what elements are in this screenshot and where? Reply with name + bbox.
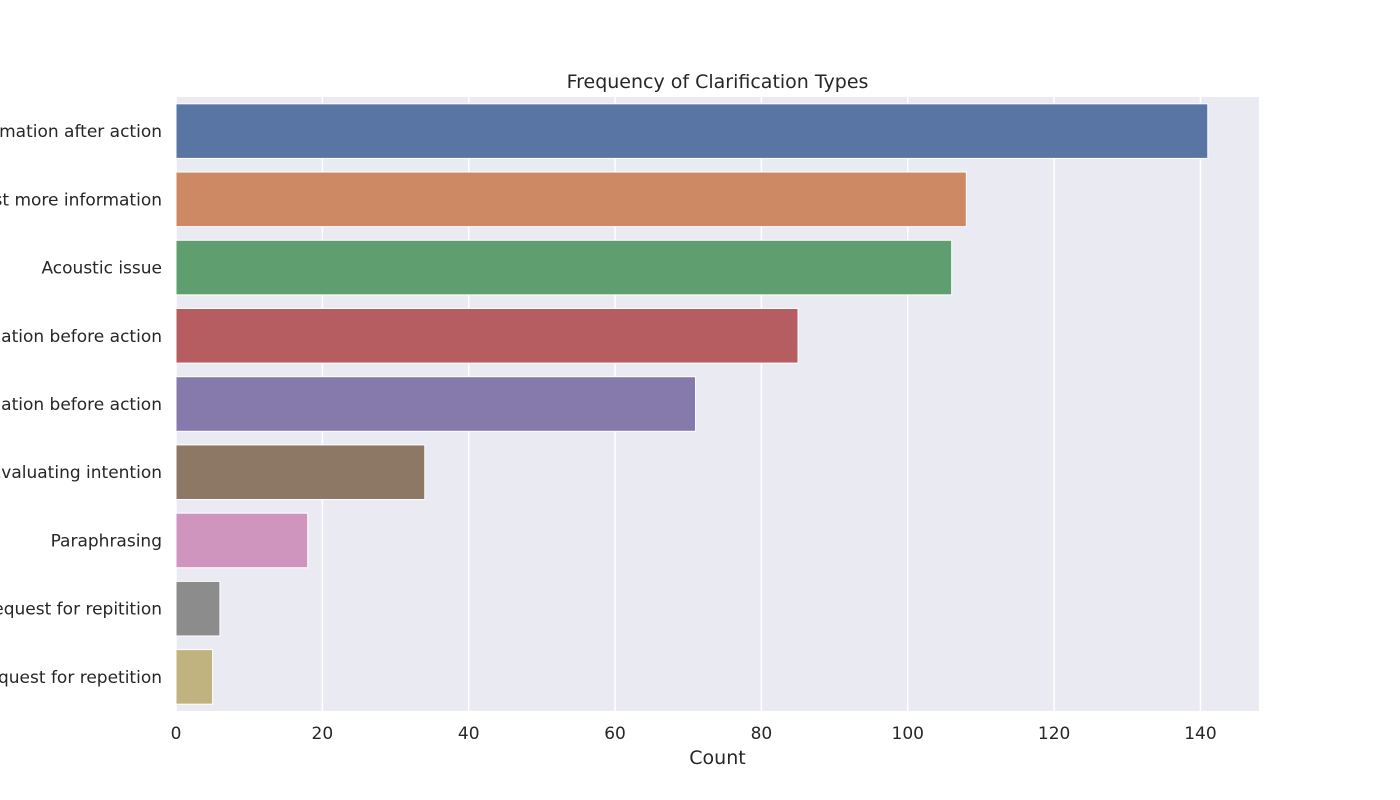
chart-title: Frequency of Clarification Types bbox=[567, 71, 869, 93]
x-tick-label-0: 0 bbox=[171, 724, 182, 744]
bar-2 bbox=[175, 239, 953, 296]
y-tick-label-7: Request for repitition bbox=[0, 600, 162, 620]
y-tick-label-4: Information before action bbox=[0, 395, 162, 415]
y-tick-label-5: Evaluating intention bbox=[0, 463, 162, 483]
bar-8 bbox=[175, 649, 214, 705]
bar-4 bbox=[175, 376, 697, 432]
bar-0 bbox=[175, 103, 1209, 159]
bar-1 bbox=[175, 171, 967, 228]
y-tick-label-0: Confirmation after action bbox=[0, 122, 162, 142]
bar-3 bbox=[175, 307, 799, 364]
y-tick-label-6: Paraphrasing bbox=[51, 531, 162, 551]
y-tick-label-2: Acoustic issue bbox=[41, 259, 162, 279]
x-tick-label-4: 80 bbox=[751, 724, 773, 744]
y-tick-labels: Confirmation after action Request more in… bbox=[0, 122, 162, 688]
x-tick-label-2: 40 bbox=[458, 724, 480, 744]
x-tick-label-5: 100 bbox=[892, 724, 924, 744]
y-tick-label-8: Request for repetition bbox=[0, 668, 162, 688]
bar-6 bbox=[175, 512, 309, 569]
x-tick-label-7: 140 bbox=[1184, 724, 1216, 744]
x-tick-label-1: 20 bbox=[312, 724, 334, 744]
y-tick-label-1: Request more information bbox=[0, 190, 162, 210]
x-tick-label-6: 120 bbox=[1038, 724, 1070, 744]
bar-7 bbox=[175, 580, 221, 637]
x-tick-labels: 0 20 40 60 80 100 120 140 bbox=[171, 724, 1217, 744]
y-tick-label-3: Confirmation before action bbox=[0, 327, 162, 347]
x-tick-label-3: 60 bbox=[604, 724, 626, 744]
x-axis-label: Count bbox=[689, 747, 745, 769]
bar-5 bbox=[175, 444, 426, 501]
bars bbox=[175, 103, 1209, 705]
